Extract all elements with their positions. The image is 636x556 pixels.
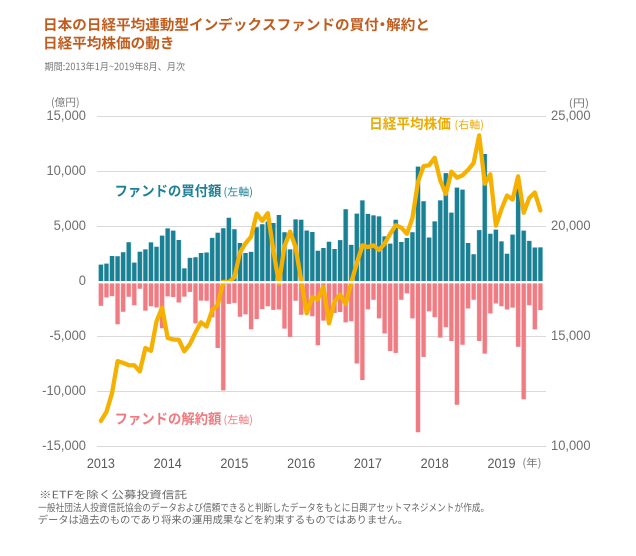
svg-text:15,000: 15,000: [46, 108, 86, 123]
svg-text:2019: 2019: [487, 456, 515, 472]
svg-text:5,000: 5,000: [54, 218, 86, 233]
svg-text:0: 0: [79, 273, 86, 288]
svg-text:25,000: 25,000: [551, 108, 591, 123]
svg-text:2017: 2017: [354, 456, 382, 472]
svg-text:2014: 2014: [154, 456, 182, 472]
svg-text:10,000: 10,000: [551, 438, 591, 453]
svg-text:15,000: 15,000: [551, 328, 591, 343]
svg-text:-15,000: -15,000: [42, 438, 86, 453]
svg-text:-5,000: -5,000: [49, 328, 86, 343]
svg-text:2013: 2013: [87, 456, 115, 472]
svg-text:2015: 2015: [220, 456, 248, 472]
svg-text:2016: 2016: [287, 456, 315, 472]
svg-text:20,000: 20,000: [551, 218, 591, 233]
svg-text:10,000: 10,000: [46, 163, 86, 178]
svg-text:-10,000: -10,000: [42, 383, 86, 398]
svg-text:2018: 2018: [421, 456, 449, 472]
